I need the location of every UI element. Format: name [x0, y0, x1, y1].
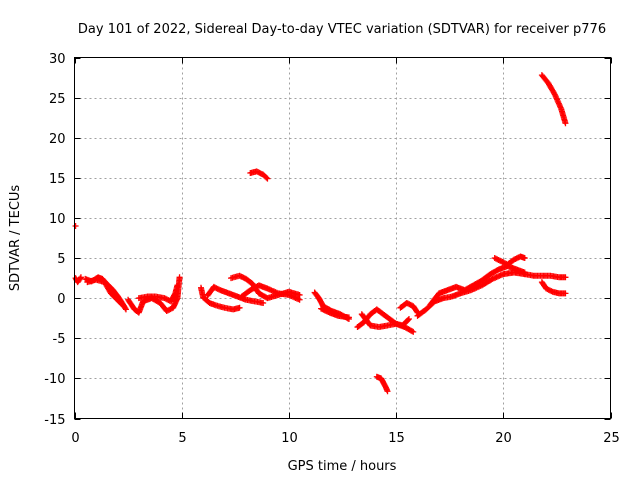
- y-tick-label: 20: [49, 132, 66, 147]
- data-point: [521, 255, 528, 262]
- x-axis: 0 5 10 15 20 25: [71, 57, 620, 446]
- data-point: [345, 314, 352, 321]
- data-point: [174, 282, 181, 289]
- y-tick-label: -15: [44, 413, 65, 428]
- data-point: [410, 328, 417, 335]
- data-point: [122, 306, 129, 313]
- data-point: [384, 388, 391, 395]
- data-point: [120, 303, 127, 310]
- x-tick-label: 20: [495, 431, 512, 446]
- data-points: [72, 72, 569, 395]
- x-tick-label: 10: [281, 431, 298, 446]
- data-point: [264, 175, 271, 182]
- y-tick-label: 25: [49, 92, 66, 107]
- x-tick-label: 15: [388, 431, 405, 446]
- y-tick-label: 30: [49, 52, 66, 67]
- y-axis-label: SDTVAR / TECUs: [8, 185, 23, 292]
- data-point: [413, 308, 420, 315]
- y-tick-label: 15: [49, 172, 66, 187]
- data-point: [263, 174, 270, 181]
- y-tick-label: 10: [49, 212, 66, 227]
- data-point: [119, 302, 126, 309]
- data-point: [176, 274, 183, 281]
- x-tick-label: 0: [71, 431, 79, 446]
- y-tick-label: 5: [57, 252, 65, 267]
- data-point: [405, 316, 412, 323]
- x-tick-label: 5: [178, 431, 186, 446]
- y-gridlines: [74, 98, 611, 379]
- x-tick-label: 25: [603, 431, 620, 446]
- data-point: [405, 316, 412, 323]
- data-point: [77, 274, 84, 281]
- y-tick-label: -5: [53, 332, 66, 347]
- data-point: [296, 296, 303, 303]
- data-point: [72, 222, 79, 229]
- chart-title: Day 101 of 2022, Sidereal Day-to-day VTE…: [78, 22, 606, 37]
- x-axis-label: GPS time / hours: [288, 459, 397, 474]
- data-point: [562, 290, 569, 297]
- data-point: [562, 120, 569, 127]
- data-point: [236, 304, 243, 311]
- data-point: [409, 328, 416, 335]
- data-point: [260, 299, 267, 306]
- plot-frame: [74, 57, 611, 419]
- y-tick-label: -10: [44, 372, 65, 387]
- y-tick-label: 0: [57, 292, 65, 307]
- y-axis: -15 -10 -5 0 5 10 15 20 25 30: [44, 52, 611, 428]
- x-gridlines: [182, 57, 504, 419]
- data-point: [77, 275, 84, 282]
- data-point: [562, 274, 569, 281]
